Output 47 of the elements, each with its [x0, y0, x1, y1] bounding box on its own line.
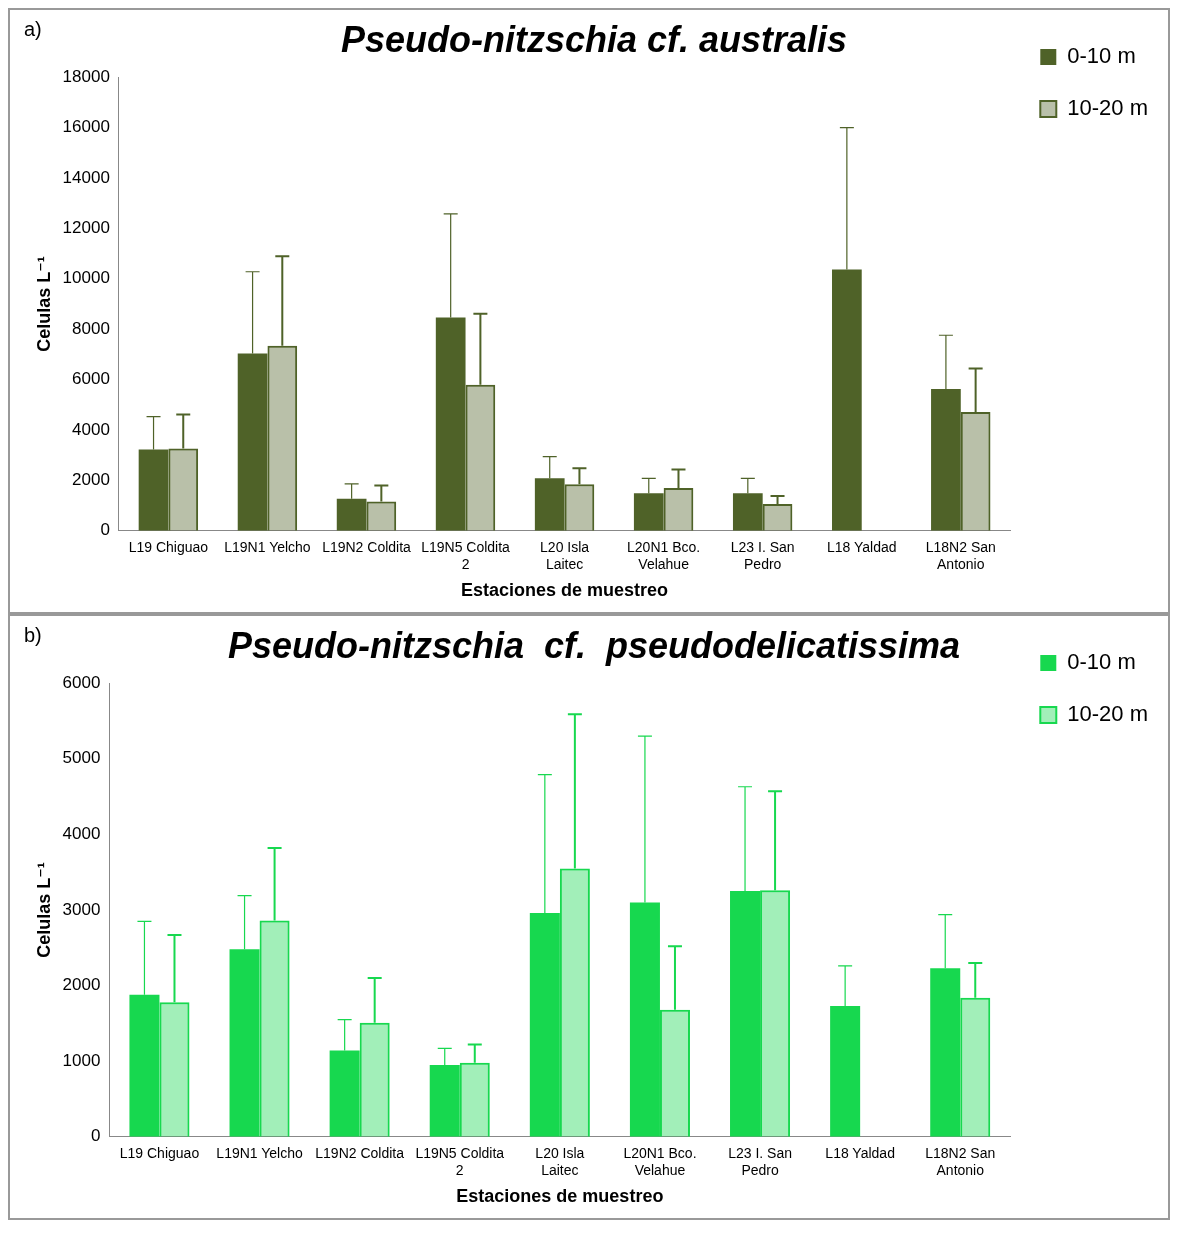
x-tick-label: L20N1 Bco. Velahue: [627, 539, 701, 572]
chart-title: Pseudo-nitzschia cf. pseudodelicatissima: [227, 624, 961, 666]
chart-title: Pseudo-nitzschia cf. australis: [340, 18, 848, 60]
y-tick-label: 18000: [62, 66, 110, 86]
y-tick-label: 14000: [62, 167, 110, 187]
text: b): [24, 623, 42, 646]
x-tick-label: L19N2 Coldita: [315, 1145, 405, 1162]
y-axis-title: Celulas L⁻¹: [33, 256, 54, 352]
y-tick-label: 16000: [62, 117, 110, 137]
legend-label: 0-10 m: [1067, 649, 1136, 675]
x-tick-label: L20 Isla Laitec: [535, 1145, 585, 1178]
y-tick-label: 0: [100, 520, 110, 540]
x-tick-label: L19N5 Coldita 2: [421, 539, 511, 572]
x-axis-title: Estaciones de muestreo: [456, 1186, 664, 1207]
y-tick-label: 6000: [62, 672, 101, 692]
legend-label: 10-20 m: [1067, 95, 1149, 121]
y-tick-label: 8000: [72, 318, 110, 338]
x-tick-label: L19N2 Coldita: [322, 539, 412, 556]
y-tick-label: 4000: [72, 419, 110, 439]
x-tick-label: L23 I. San Pedro: [730, 539, 795, 572]
y-axis-title: Celulas L⁻¹: [33, 862, 54, 958]
x-tick-label: L20N1 Bco. Velahue: [623, 1145, 697, 1178]
legend-label: 0-10 m: [1067, 43, 1136, 69]
x-axis-title: Estaciones de muestreo: [461, 580, 669, 601]
y-tick-label: 5000: [62, 748, 101, 768]
x-tick-label: L20 Isla Laitec: [540, 539, 590, 572]
x-tick-label: L23 I. San Pedro: [728, 1145, 792, 1178]
legend-label: 10-20 m: [1067, 701, 1149, 727]
x-tick-label: L18 Yaldad: [826, 539, 897, 556]
y-tick-label: 0: [90, 1126, 101, 1146]
text: a): [24, 17, 42, 40]
x-tick-label: L18N2 San Antonio: [925, 1145, 996, 1178]
y-tick-label: 2000: [72, 470, 110, 490]
y-tick-label: 2000: [62, 975, 101, 995]
y-tick-label: 1000: [62, 1050, 101, 1070]
y-tick-label: 6000: [72, 369, 110, 389]
x-tick-label: L19N1 Yelcho: [216, 1145, 303, 1162]
x-tick-label: L18 Yaldad: [825, 1145, 895, 1162]
y-tick-label: 4000: [62, 824, 101, 844]
x-tick-label: L19N1 Yelcho: [224, 539, 311, 556]
y-tick-label: 3000: [62, 899, 101, 919]
y-tick-label: 12000: [62, 218, 110, 238]
x-tick-label: L19 Chiguao: [128, 539, 209, 556]
x-tick-label: L18N2 San Antonio: [925, 539, 996, 572]
x-tick-label: L19N5 Coldita 2: [415, 1145, 505, 1178]
x-tick-label: L19 Chiguao: [119, 1145, 200, 1162]
y-tick-label: 10000: [62, 268, 110, 288]
